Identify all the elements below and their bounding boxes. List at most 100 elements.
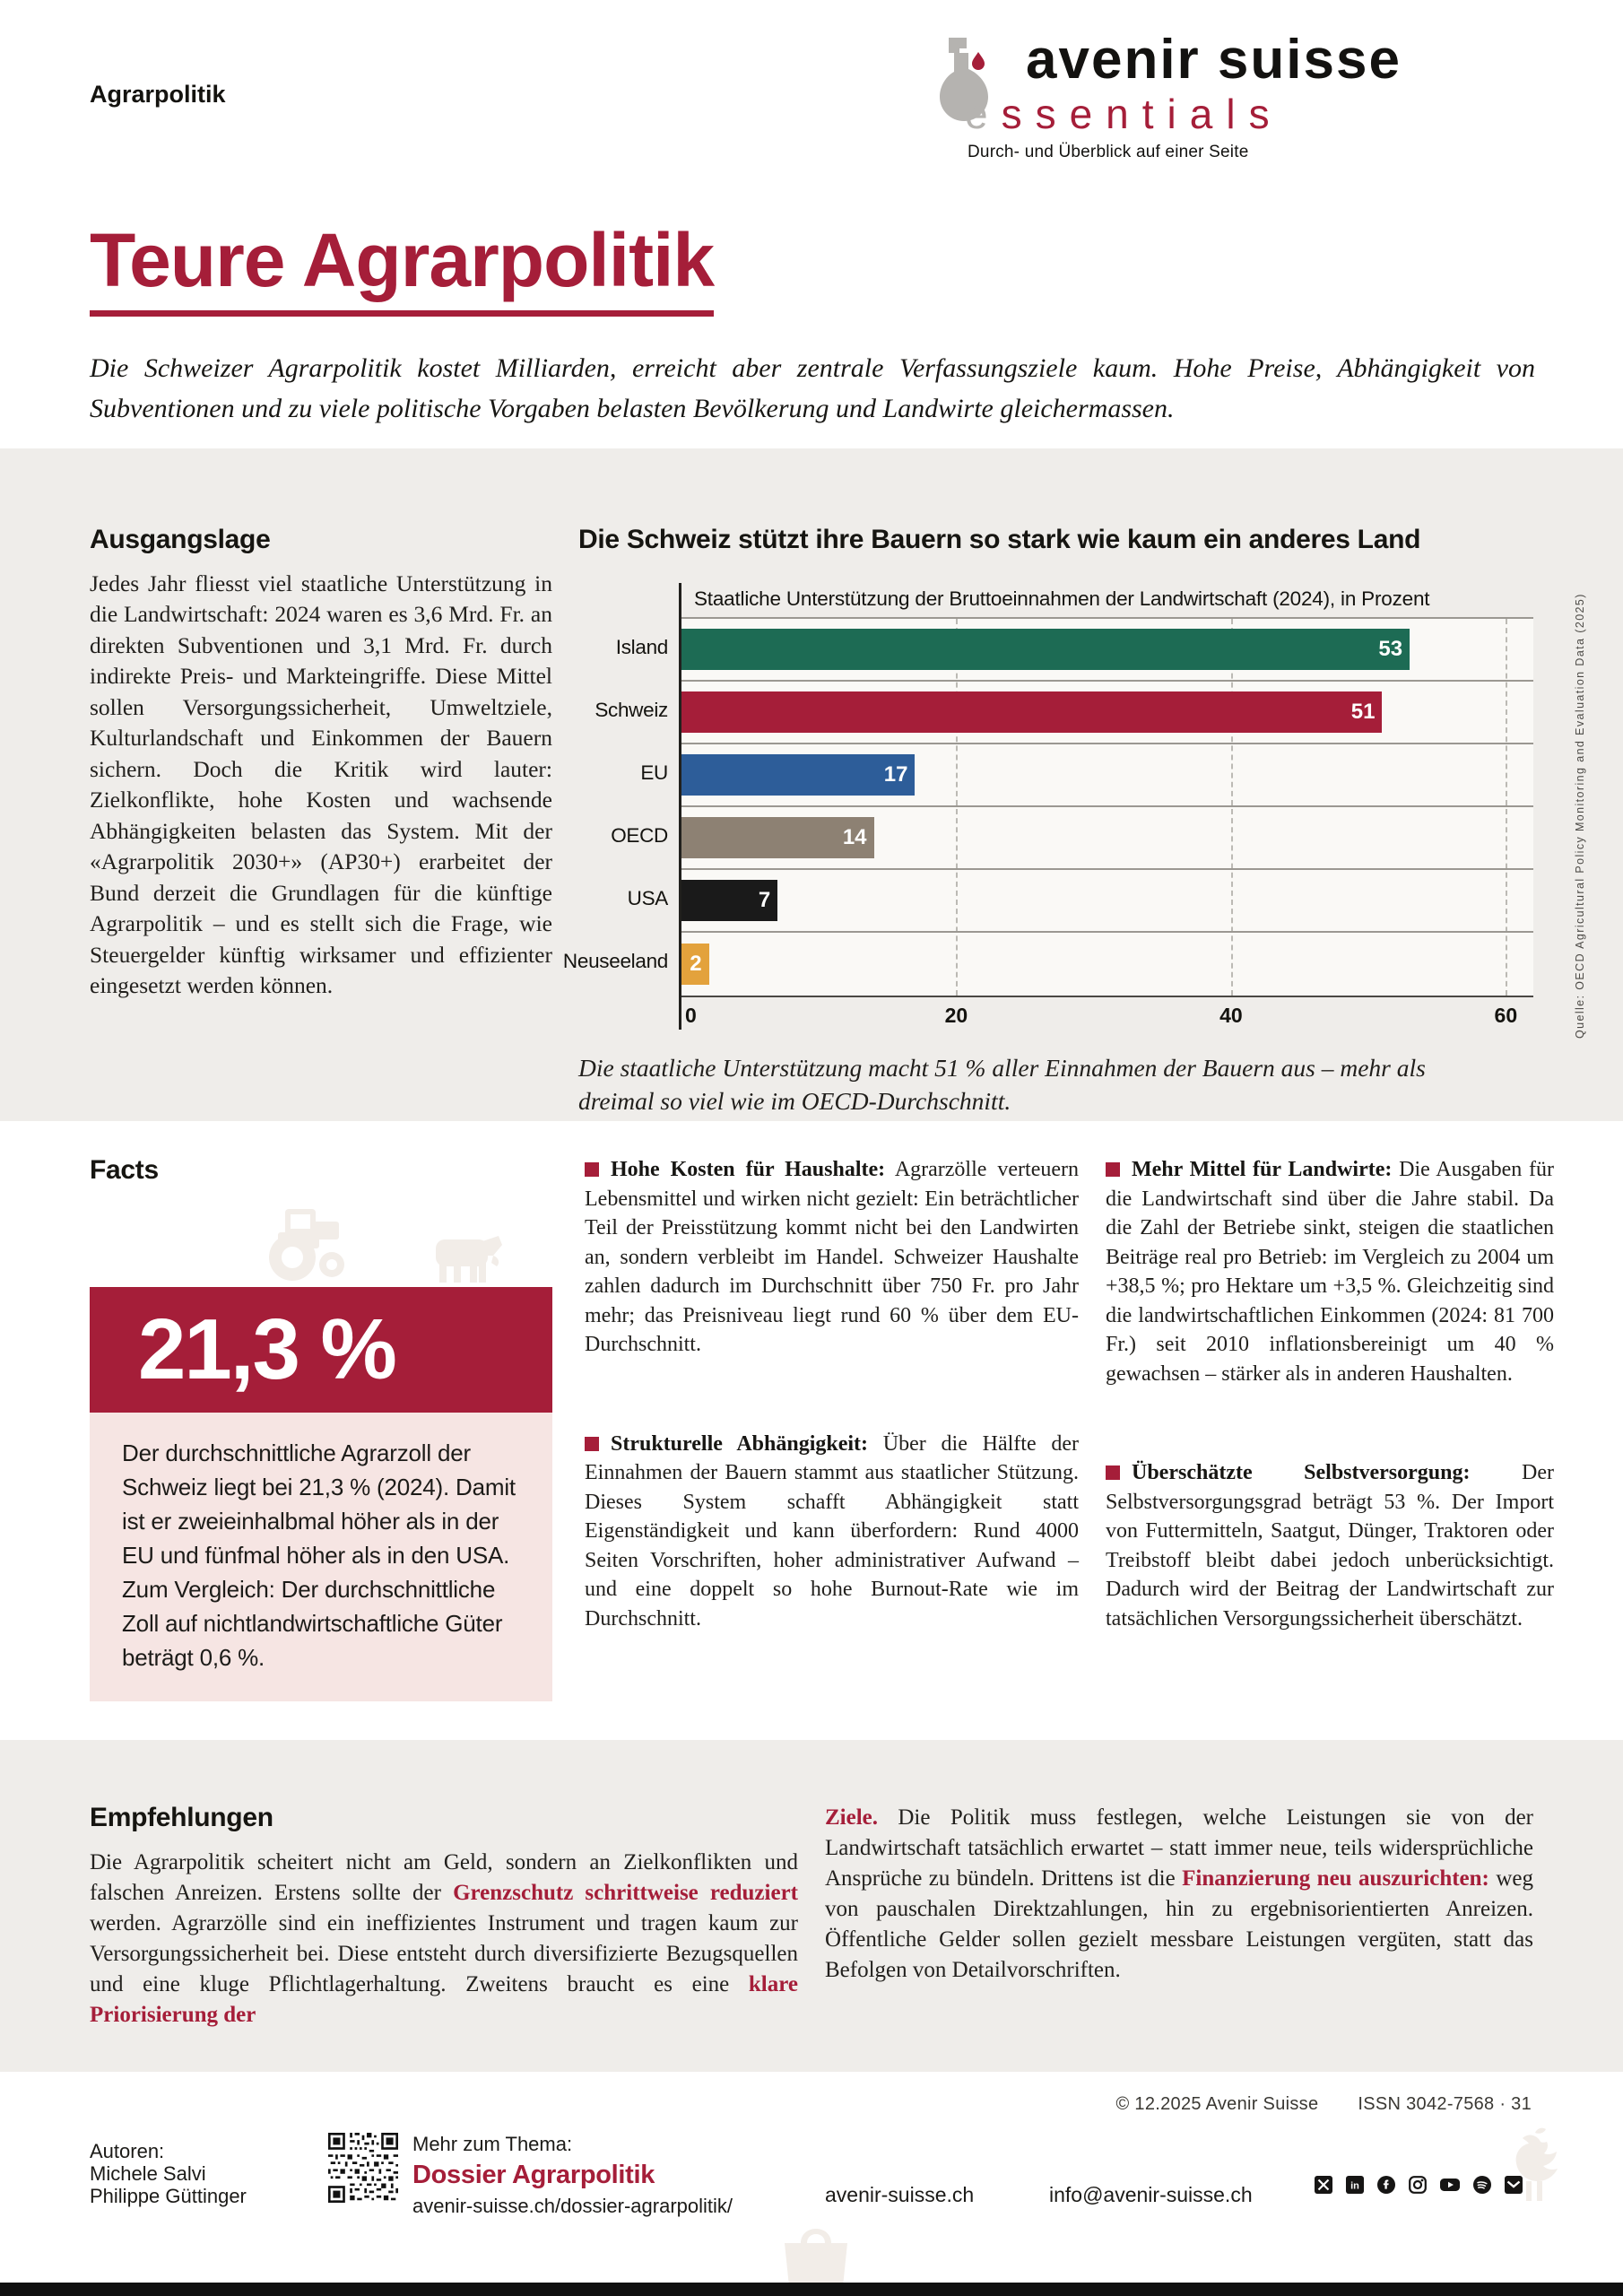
spotify-icon[interactable] xyxy=(1473,2176,1491,2194)
chart-category-label: USA xyxy=(627,887,669,910)
bar-value-label: 51 xyxy=(1350,699,1376,724)
avenir-suisse-logo: avenir suisse essentials Durch- und Über… xyxy=(940,32,1567,167)
product-rest: ssentials xyxy=(1001,91,1283,137)
chart-row: 51 xyxy=(681,682,1533,744)
section-ausgangslage: Ausgangslage Jedes Jahr fliesst viel sta… xyxy=(0,448,1623,1121)
chart-category-label: EU xyxy=(640,761,668,785)
ausgangslage-heading: Ausgangslage xyxy=(90,525,271,554)
email-icon[interactable] xyxy=(1505,2176,1523,2194)
facts-column-1: Hohe Kosten für Haushalte: Agrarzölle ve… xyxy=(585,1155,1079,1701)
fact-item-3: Mehr Mittel für Landwirte: Die Ausgaben … xyxy=(1106,1155,1554,1388)
facebook-icon[interactable] xyxy=(1377,2176,1395,2194)
stat-box: 21,3 % xyxy=(90,1286,552,1413)
copyright-line: © 12.2025 Avenir Suisse ISSN 3042-7568 ·… xyxy=(1116,2095,1532,2113)
empfehlungen-left-column: Empfehlungen Die Agrarpolitik scheitert … xyxy=(90,1803,798,2031)
bar-value-label: 53 xyxy=(1378,636,1403,661)
section-facts: Facts xyxy=(0,1121,1623,1740)
dossier-link[interactable]: Dossier Agrarpolitik xyxy=(412,2161,655,2189)
chart-subtitle: Staatliche Unterstützung der Bruttoeinna… xyxy=(694,587,1430,611)
fact-item-1: Hohe Kosten für Haushalte: Agrarzölle ve… xyxy=(585,1155,1079,1360)
email-link[interactable]: info@avenir-suisse.ch xyxy=(1049,2183,1253,2206)
x-tick-label: 0 xyxy=(685,1003,697,1027)
x-icon[interactable] xyxy=(1315,2176,1332,2194)
dossier-url-link[interactable]: avenir-suisse.ch/dossier-agrarpolitik/ xyxy=(412,2195,733,2217)
empfehlungen-text-right: Ziele. Die Politik muss festlegen, welch… xyxy=(825,1803,1533,1986)
flask-logo-icon xyxy=(940,38,988,121)
website-link[interactable]: avenir-suisse.ch xyxy=(825,2183,975,2206)
ausgangslage-body: Jedes Jahr fliesst viel staatliche Unter… xyxy=(90,570,552,999)
author-name: Philippe Güttinger xyxy=(90,2185,247,2207)
more-label: Mehr zum Thema: xyxy=(412,2133,573,2155)
bar-island: 53 xyxy=(681,628,1410,670)
dossier-block: Mehr zum Thema: Dossier Agrarpolitik ave… xyxy=(412,2135,733,2216)
facts-column-2: Mehr Mittel für Landwirte: Die Ausgaben … xyxy=(1106,1155,1554,1701)
accent-text: Finanzierung neu auszurichten: xyxy=(1182,1866,1489,1891)
linkedin-icon[interactable]: in xyxy=(1346,2176,1364,2194)
fact-lead: Hohe Kosten für Haushalte: xyxy=(611,1158,886,1181)
empfehlungen-right-column: Ziele. Die Politik muss festlegen, welch… xyxy=(825,1803,1533,2031)
product-name: essentials xyxy=(965,93,1283,135)
chart-category-label: Neuseeland xyxy=(562,950,668,973)
chart-caption: Die staatliche Unterstützung macht 51 % … xyxy=(578,1053,1426,1115)
bar-value-label: 7 xyxy=(758,887,771,912)
x-tick-label: 60 xyxy=(1494,1003,1518,1027)
chart-source: Quelle: OECD Agricultural Policy Monitor… xyxy=(1573,593,1586,1039)
x-tick-label: 20 xyxy=(944,1003,968,1027)
tractor-watermark-icon xyxy=(269,1209,344,1281)
copyright: © 12.2025 Avenir Suisse xyxy=(1115,2094,1319,2114)
svg-text:in: in xyxy=(1350,2181,1359,2192)
bar-eu: 17 xyxy=(681,753,916,796)
fact-text: Agrarzölle verteuern Lebensmittel und wi… xyxy=(585,1158,1080,1356)
fact-item-4: Überschätzte Selbstversorgung: Der Selbs… xyxy=(1106,1458,1554,1633)
ausgangslage-column: Ausgangslage Jedes Jahr fliesst viel sta… xyxy=(90,525,552,1118)
kicker: Agrarpolitik xyxy=(90,81,226,108)
header: Agrarpolitik avenir suisse essentials Du… xyxy=(0,0,1623,448)
gridline xyxy=(1506,618,1508,996)
brand-name: avenir suisse xyxy=(1026,29,1402,91)
bullet-square-icon xyxy=(1106,1162,1120,1177)
bullet-square-icon xyxy=(1106,1465,1120,1480)
bottom-edge-bar xyxy=(0,2283,1623,2296)
chart-category-labels: Island Schweiz EU OECD USA Neuseeland xyxy=(562,583,679,1030)
chart-xaxis: 0 20 40 60 xyxy=(681,997,1533,1030)
body-text: weg von pauschalen Direktzahlungen, hin … xyxy=(825,1866,1533,1982)
instagram-icon[interactable] xyxy=(1409,2176,1427,2194)
chart-category-label: Island xyxy=(615,636,669,659)
x-tick-label: 40 xyxy=(1219,1003,1243,1027)
fact-text: Über die Hälfte der Einnahmen der Bauern… xyxy=(585,1431,1079,1631)
fact-text: Der Selbstversorgungsgrad beträgt 53 %. … xyxy=(1106,1461,1554,1631)
chart-row: 14 xyxy=(681,807,1533,870)
bullet-square-icon xyxy=(585,1436,599,1451)
bullet-square-icon xyxy=(585,1162,599,1177)
bar-value-label: 17 xyxy=(883,761,908,787)
facts-heading: Facts xyxy=(90,1155,159,1185)
chart-category-label: Schweiz xyxy=(595,699,668,722)
chart-row: 7 xyxy=(681,870,1533,933)
accent-text: Ziele. xyxy=(825,1805,879,1830)
section-empfehlungen: Empfehlungen Die Agrarpolitik scheitert … xyxy=(0,1740,1623,2072)
qr-code xyxy=(328,2133,398,2203)
bar-neuseeland: 2 xyxy=(681,943,709,985)
stat-description: Der durchschnittliche Agrarzoll der Schw… xyxy=(90,1412,552,1701)
author-name: Michele Salvi xyxy=(90,2162,206,2185)
lead-paragraph: Die Schweizer Agrarpolitik kostet Millia… xyxy=(90,353,1535,423)
bar-schweiz: 51 xyxy=(681,691,1383,733)
body-text: Die Politik muss festlegen, welche Leist… xyxy=(825,1805,1533,1891)
chart-column: Die Schweiz stützt ihre Bauern so stark … xyxy=(562,525,1586,1118)
empfehlungen-text-left: Die Agrarpolitik scheitert nicht am Geld… xyxy=(90,1848,798,2031)
chart-frame: Staatliche Unterstützung der Bruttoeinna… xyxy=(679,582,1533,1030)
footer: © 12.2025 Avenir Suisse ISSN 3042-7568 ·… xyxy=(0,2072,1623,2283)
cow-watermark-icon xyxy=(436,1236,502,1283)
rooster-watermark-icon xyxy=(1515,2127,1558,2201)
empfehlungen-heading: Empfehlungen xyxy=(90,1803,273,1832)
fact-text: Die Ausgaben für die Landwirtschaft sind… xyxy=(1106,1158,1554,1386)
fact-lead: Überschätzte Selbstversorgung: xyxy=(1132,1461,1471,1484)
bar-value-label: 2 xyxy=(690,951,702,976)
bar-oecd: 14 xyxy=(681,816,874,858)
chart-row: 53 xyxy=(681,619,1533,682)
youtube-icon[interactable] xyxy=(1440,2176,1460,2194)
accent-text: Grenzschutz schrittweise reduziert xyxy=(453,1880,798,1905)
bar-value-label: 14 xyxy=(842,824,867,849)
fact-lead: Strukturelle Abhängigkeit: xyxy=(611,1431,869,1456)
